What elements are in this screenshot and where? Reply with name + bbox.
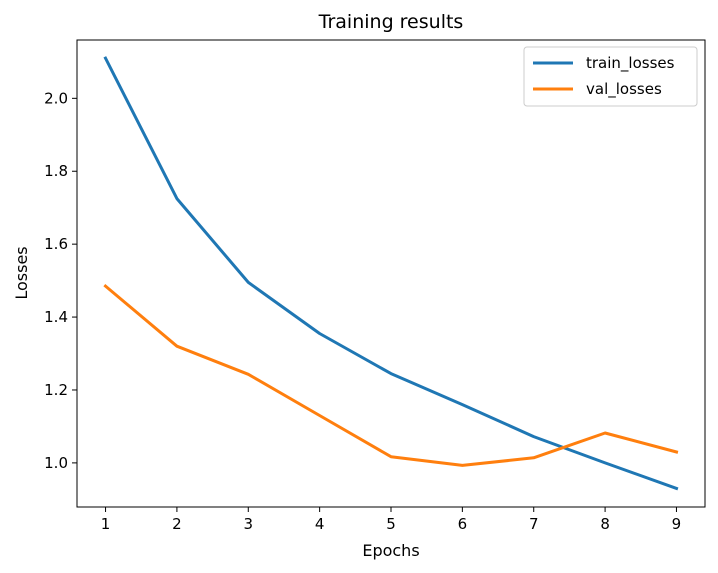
y-axis-label: Losses	[12, 246, 31, 299]
legend-label: val_losses	[586, 80, 662, 99]
y-tick-label: 1.2	[44, 381, 68, 399]
legend-label: train_losses	[586, 54, 675, 73]
x-tick-label: 9	[672, 515, 682, 533]
y-tick-label: 2.0	[44, 89, 68, 107]
y-tick-label: 1.6	[44, 235, 68, 253]
series-layer	[103, 56, 679, 491]
x-tick-label: 3	[243, 515, 253, 533]
y-tick-label: 1.0	[44, 454, 68, 472]
x-tick-label: 6	[458, 515, 468, 533]
x-tick-label: 7	[529, 515, 539, 533]
x-axis-label: Epochs	[362, 541, 419, 560]
y-axis: 1.0 1.2 1.4 1.6 1.8 2.0	[44, 89, 77, 472]
x-tick-label: 8	[600, 515, 610, 533]
x-tick-label: 5	[386, 515, 396, 533]
x-tick-label: 4	[315, 515, 325, 533]
x-tick-label: 2	[172, 515, 182, 533]
series-line-val-losses	[103, 283, 679, 467]
legend: train_losses val_losses	[523, 46, 698, 107]
x-axis: 1 2 3 4 5 6 7 8 9	[101, 507, 681, 533]
y-tick-label: 1.4	[44, 308, 68, 326]
y-tick-label: 1.8	[44, 162, 68, 180]
series-line-train-losses	[103, 56, 679, 491]
x-tick-label: 1	[101, 515, 111, 533]
chart-title: Training results	[318, 11, 464, 33]
